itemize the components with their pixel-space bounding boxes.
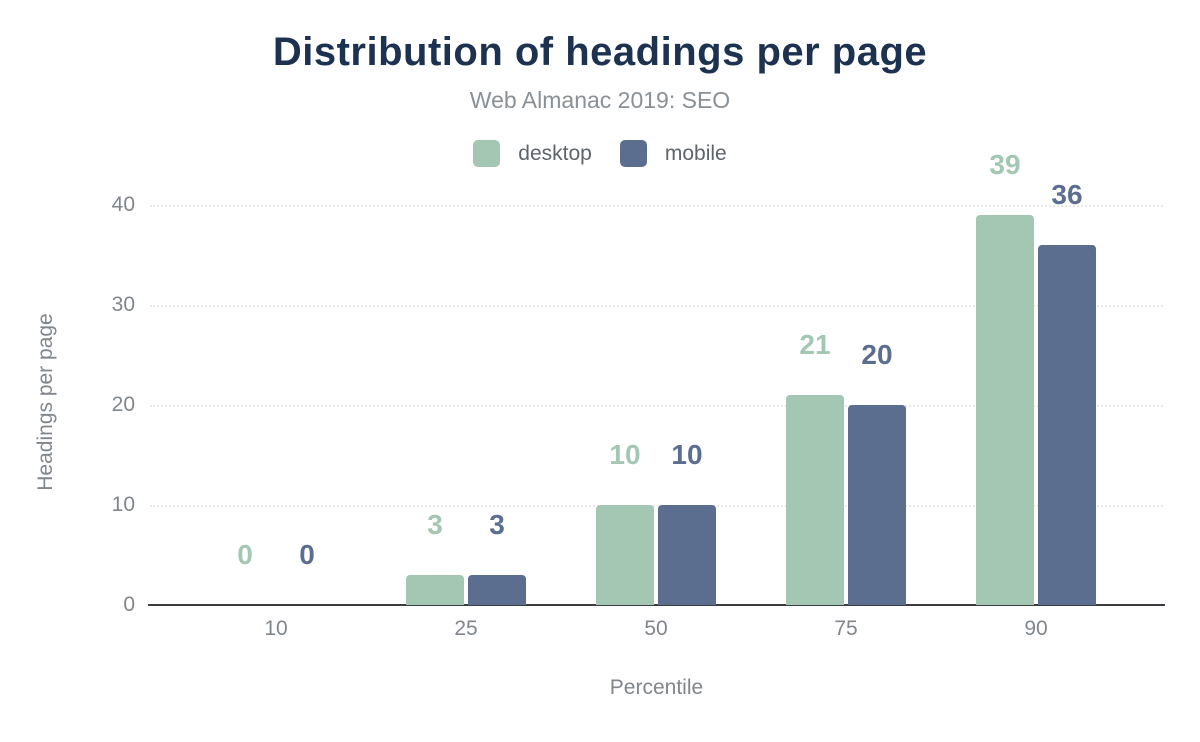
gridline-y-30 xyxy=(150,305,1163,307)
x-tick-label-90: 90 xyxy=(1024,617,1048,640)
chart-title: Distribution of headings per page xyxy=(272,30,928,74)
bar-mobile-p50 xyxy=(658,505,716,605)
value-label-mobile-p75: 20 xyxy=(861,339,893,370)
x-tick-label-50: 50 xyxy=(644,617,668,640)
x-tick-label-10: 10 xyxy=(264,617,288,640)
value-label-mobile-p90: 36 xyxy=(1051,179,1083,210)
bar-mobile-p90 xyxy=(1038,245,1096,605)
y-axis-title: Headings per page xyxy=(34,313,57,491)
legend-swatch-mobile xyxy=(619,140,647,167)
x-tick-label-75: 75 xyxy=(834,617,858,640)
y-tick-label-20: 20 xyxy=(111,393,135,416)
x-axis-line xyxy=(148,604,1165,606)
value-label-mobile-p10: 0 xyxy=(299,539,315,570)
y-tick-label-10: 10 xyxy=(111,493,135,516)
value-label-mobile-p25: 3 xyxy=(489,509,505,540)
gridline-y-20 xyxy=(150,405,1163,407)
value-label-desktop-p90: 39 xyxy=(989,149,1021,180)
y-tick-label-0: 0 xyxy=(123,593,135,616)
plot-area: 0 0 3 3 10 10 21 20 39 36 xyxy=(148,151,1165,606)
legend-item-mobile: mobile xyxy=(619,140,727,167)
value-label-mobile-p50: 10 xyxy=(671,439,703,470)
bar-mobile-p25 xyxy=(468,575,526,605)
value-label-desktop-p10: 0 xyxy=(237,539,253,570)
chart-subtitle: Web Almanac 2019: SEO xyxy=(469,87,731,113)
value-label-desktop-p25: 3 xyxy=(427,509,443,540)
x-tick-label-25: 25 xyxy=(454,617,478,640)
y-tick-label-30: 30 xyxy=(111,293,135,316)
legend: desktop mobile xyxy=(0,140,1200,167)
value-label-desktop-p50: 10 xyxy=(609,439,641,470)
gridline-y-10 xyxy=(150,505,1163,507)
bar-mobile-p75 xyxy=(848,405,906,605)
bar-desktop-p75 xyxy=(786,395,844,605)
legend-item-desktop: desktop xyxy=(473,140,592,167)
legend-swatch-desktop xyxy=(473,140,501,167)
bar-desktop-p25 xyxy=(406,575,464,605)
x-axis-title: Percentile xyxy=(609,676,704,699)
bar-desktop-p50 xyxy=(596,505,654,605)
value-label-desktop-p75: 21 xyxy=(799,329,831,360)
gridline-y-40 xyxy=(150,205,1163,207)
y-tick-label-40: 40 xyxy=(111,193,135,216)
legend-label-mobile: mobile xyxy=(664,141,727,165)
bar-desktop-p90 xyxy=(976,215,1034,605)
legend-label-desktop: desktop xyxy=(518,141,592,165)
